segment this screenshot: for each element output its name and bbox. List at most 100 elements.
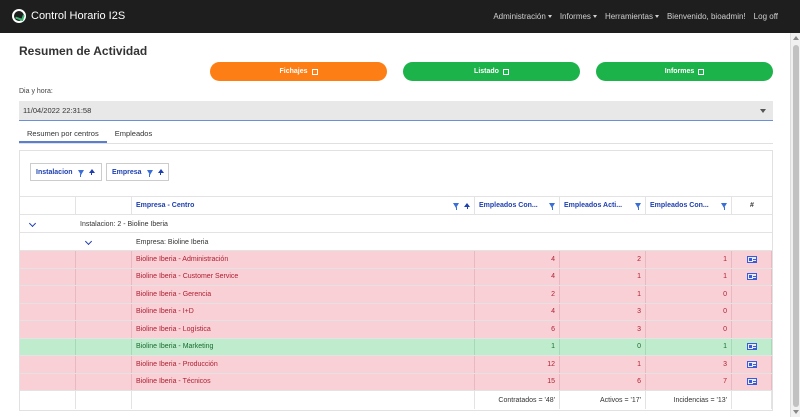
- group-row-instalacion: Instalacion: 2 - Bioline Iberia: [20, 215, 772, 233]
- row-actions: [732, 286, 772, 303]
- row-incidencias: 7: [646, 373, 732, 390]
- row-activos: 3: [560, 303, 646, 320]
- header-activos[interactable]: Empleados Acti...: [560, 197, 646, 214]
- footer-incidencias: Incidencias = '13': [646, 391, 732, 409]
- page-scrollbar[interactable]: [790, 33, 800, 417]
- row-contratados: 6: [475, 321, 560, 338]
- row-group-spacer: [76, 338, 132, 355]
- table-row[interactable]: Bioline Iberia - Marketing 1 0 1: [20, 338, 772, 356]
- dropdown-arrow-icon[interactable]: [760, 109, 766, 113]
- row-group-spacer: [76, 356, 132, 373]
- scrollbar-thumb[interactable]: [793, 45, 799, 407]
- row-contratados: 2: [475, 286, 560, 303]
- group-instalacion-label: Instalacion: 2 - Bioline Iberia: [80, 220, 168, 228]
- fichajes-button-label: Fichajes: [279, 68, 308, 75]
- header-centro[interactable]: Empresa - Centro: [132, 197, 475, 214]
- header-contratados-label: Empleados Con...: [479, 202, 538, 209]
- caret-down-icon: [547, 15, 552, 19]
- row-actions: [732, 373, 772, 390]
- table-row[interactable]: Bioline Iberia - I+D 4 3 0: [20, 303, 772, 321]
- table-row[interactable]: Bioline Iberia - Producción 12 1 3: [20, 356, 772, 374]
- informes-button[interactable]: Informes: [596, 62, 773, 81]
- row-activos: 1: [560, 356, 646, 373]
- row-activos: 1: [560, 286, 646, 303]
- fichajes-button[interactable]: Fichajes: [210, 62, 387, 81]
- employee-card-icon[interactable]: [746, 343, 757, 351]
- chevron-down-icon[interactable]: [84, 237, 93, 246]
- scroll-down-icon[interactable]: [793, 410, 799, 414]
- row-centro: Bioline Iberia - Logística: [132, 321, 475, 338]
- listado-button-label: Listado: [474, 68, 499, 75]
- nav-welcome-user[interactable]: Bienvenido, bioadmin!: [666, 12, 746, 21]
- chevron-down-icon[interactable]: [28, 219, 37, 228]
- header-contratados[interactable]: Empleados Con...: [475, 197, 560, 214]
- row-contratados: 12: [475, 356, 560, 373]
- row-incidencias: 3: [646, 356, 732, 373]
- row-actions: [732, 303, 772, 320]
- group-chip-instalacion-label: Instalacion: [36, 168, 73, 176]
- employee-card-icon[interactable]: [746, 273, 757, 281]
- header-incidencias[interactable]: Empleados Con...: [646, 197, 732, 214]
- listado-button[interactable]: Listado: [403, 62, 580, 81]
- employee-card-icon[interactable]: [746, 360, 757, 368]
- row-incidencias: 0: [646, 303, 732, 320]
- nav-administracion[interactable]: Administración: [493, 12, 552, 21]
- group-chip-instalacion[interactable]: Instalacion: [30, 163, 102, 181]
- footer-contratados: Contratados = '48': [475, 391, 560, 409]
- grid-header-row: Empresa - Centro Empleados Con... Emplea…: [20, 196, 772, 215]
- row-activos: 6: [560, 373, 646, 390]
- filter-icon[interactable]: [635, 203, 641, 210]
- row-incidencias: 1: [646, 251, 732, 268]
- row-centro: Bioline Iberia - Gerencia: [132, 286, 475, 303]
- date-time-select[interactable]: 11/04/2022 22:31:58: [19, 101, 773, 121]
- filter-icon[interactable]: [721, 203, 727, 210]
- header-activos-label: Empleados Acti...: [564, 202, 623, 209]
- row-activos: 2: [560, 251, 646, 268]
- nav-informes[interactable]: Informes: [560, 12, 597, 21]
- caret-down-icon: [654, 15, 659, 19]
- brand-title: Control Horario I2S: [31, 10, 126, 22]
- page-title: Resumen de Actividad: [19, 44, 148, 58]
- header-group-spacer: [76, 197, 132, 214]
- table-row[interactable]: Bioline Iberia - Técnicos 15 6 7: [20, 373, 772, 391]
- tab-empleados[interactable]: Empleados: [114, 129, 153, 138]
- row-group-spacer: [76, 303, 132, 320]
- row-group-spacer: [76, 373, 132, 390]
- nav-informes-label: Informes: [559, 12, 591, 21]
- tab-resumen-por-centros[interactable]: Resumen por centros: [19, 125, 107, 143]
- document-icon: [698, 68, 705, 75]
- table-row[interactable]: Bioline Iberia - Customer Service 4 1 1: [20, 268, 772, 286]
- sort-asc-icon[interactable]: [88, 169, 95, 175]
- sort-asc-icon[interactable]: [464, 202, 470, 209]
- row-centro: Bioline Iberia - Administración: [132, 251, 475, 268]
- row-centro: Bioline Iberia - I+D: [132, 303, 475, 320]
- sort-asc-icon[interactable]: [157, 169, 164, 175]
- row-group-spacer: [20, 373, 76, 390]
- row-contratados: 1: [475, 338, 560, 355]
- row-contratados: 4: [475, 251, 560, 268]
- group-row-empresa: Empresa: Bioline Iberia: [20, 233, 772, 251]
- table-row[interactable]: Bioline Iberia - Gerencia 2 1 0: [20, 286, 772, 304]
- brand-link[interactable]: Control Horario I2S: [12, 9, 125, 23]
- row-contratados: 15: [475, 373, 560, 390]
- nav-herramientas[interactable]: Herramientas: [605, 12, 659, 21]
- employee-card-icon[interactable]: [746, 255, 757, 263]
- table-row[interactable]: Bioline Iberia - Logística 6 3 0: [20, 321, 772, 339]
- table-row[interactable]: Bioline Iberia - Administración 4 2 1: [20, 251, 772, 269]
- filter-icon[interactable]: [549, 203, 555, 210]
- filter-icon[interactable]: [453, 203, 459, 210]
- filter-icon[interactable]: [77, 169, 84, 177]
- row-group-spacer: [76, 286, 132, 303]
- row-group-spacer: [20, 286, 76, 303]
- filter-icon[interactable]: [146, 169, 153, 177]
- informes-button-label: Informes: [664, 68, 695, 75]
- header-actions: #: [750, 202, 754, 209]
- employee-card-icon[interactable]: [746, 378, 757, 386]
- row-incidencias: 1: [646, 268, 732, 285]
- scroll-up-icon[interactable]: [793, 36, 799, 40]
- row-group-spacer: [20, 268, 76, 285]
- nav-log-off[interactable]: Log off: [753, 12, 778, 21]
- row-activos: 3: [560, 321, 646, 338]
- row-centro: Bioline Iberia - Producción: [132, 356, 475, 373]
- group-chip-empresa[interactable]: Empresa: [106, 163, 169, 181]
